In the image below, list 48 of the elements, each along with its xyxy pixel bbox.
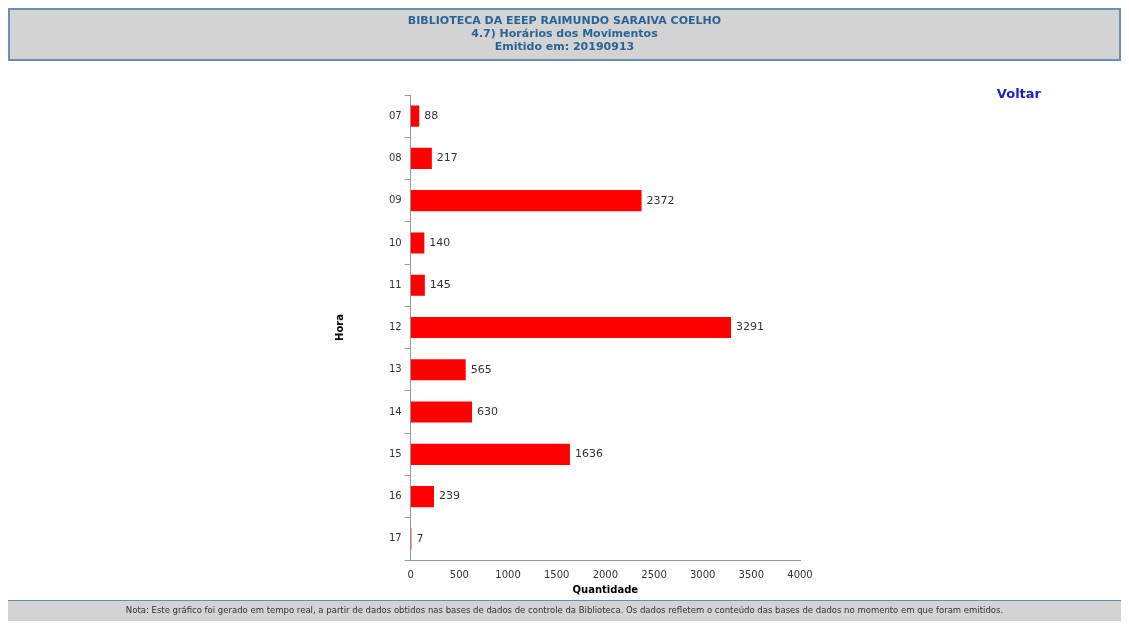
x-tick-label: 2500 <box>641 568 667 580</box>
bar <box>410 486 434 508</box>
data-label: 3291 <box>736 320 764 334</box>
text: Emitido em: 20190913 <box>493 40 636 53</box>
bar <box>410 274 425 296</box>
data-label: 7 <box>416 531 424 545</box>
x-tick-label: 1500 <box>543 568 570 580</box>
y-tick-label: 15 <box>388 447 402 459</box>
text: Voltar <box>996 86 1041 101</box>
data-label: 140 <box>429 235 451 249</box>
x-axis-title: Quantidade <box>572 583 639 595</box>
x-tick-label: 500 <box>449 568 469 580</box>
text: Nota: Este gráfico foi gerado em tempo real, a partir de dados obtidos nas bases de dados de controle da Biblioteca. Os dados refletem o conteúdo das bases de dados no momento em que foram emitidos. <box>8 600 1121 621</box>
data-label: 145 <box>429 278 451 292</box>
bar <box>410 443 570 465</box>
y-tick-label: 14 <box>388 405 402 417</box>
data-label: 239 <box>438 489 460 503</box>
bar <box>410 401 473 423</box>
y-tick-label: 16 <box>388 490 402 502</box>
x-tick-label: 0 <box>407 568 414 580</box>
chart-subtitle: 4.7) Horários dos Movimentos <box>470 27 659 40</box>
y-tick-label: 12 <box>388 321 402 333</box>
x-tick-label: 1000 <box>495 568 521 580</box>
y-tick-label: 17 <box>388 532 402 544</box>
chart-title: BIBLIOTECA DA EEEP RAIMUNDO SARAIVA COELHO <box>406 14 723 27</box>
bar <box>410 232 425 254</box>
x-tick-label: 2000 <box>592 568 619 580</box>
data-label: 2372 <box>646 193 675 207</box>
bar <box>410 105 420 127</box>
y-tick-label: 09 <box>388 194 402 206</box>
x-tick-label: 3500 <box>738 568 765 580</box>
bar <box>410 316 731 339</box>
y-axis-title: Hora <box>333 314 345 341</box>
data-label: 630 <box>477 404 499 418</box>
y-tick-label: 11 <box>388 278 402 290</box>
y-tick-label: 10 <box>388 236 402 248</box>
data-label: 217 <box>436 151 458 165</box>
y-tick-label: 08 <box>388 152 402 163</box>
data-label: 565 <box>470 362 492 376</box>
bar <box>410 359 466 381</box>
bar <box>410 190 642 212</box>
bar <box>410 147 432 169</box>
data-label: 88 <box>424 109 439 122</box>
data-label: 1636 <box>574 447 603 461</box>
x-tick-label: 4000 <box>787 568 813 580</box>
y-tick-label: 13 <box>388 363 402 375</box>
y-tick-label: 07 <box>388 109 402 121</box>
x-tick-label: 3000 <box>689 568 716 580</box>
